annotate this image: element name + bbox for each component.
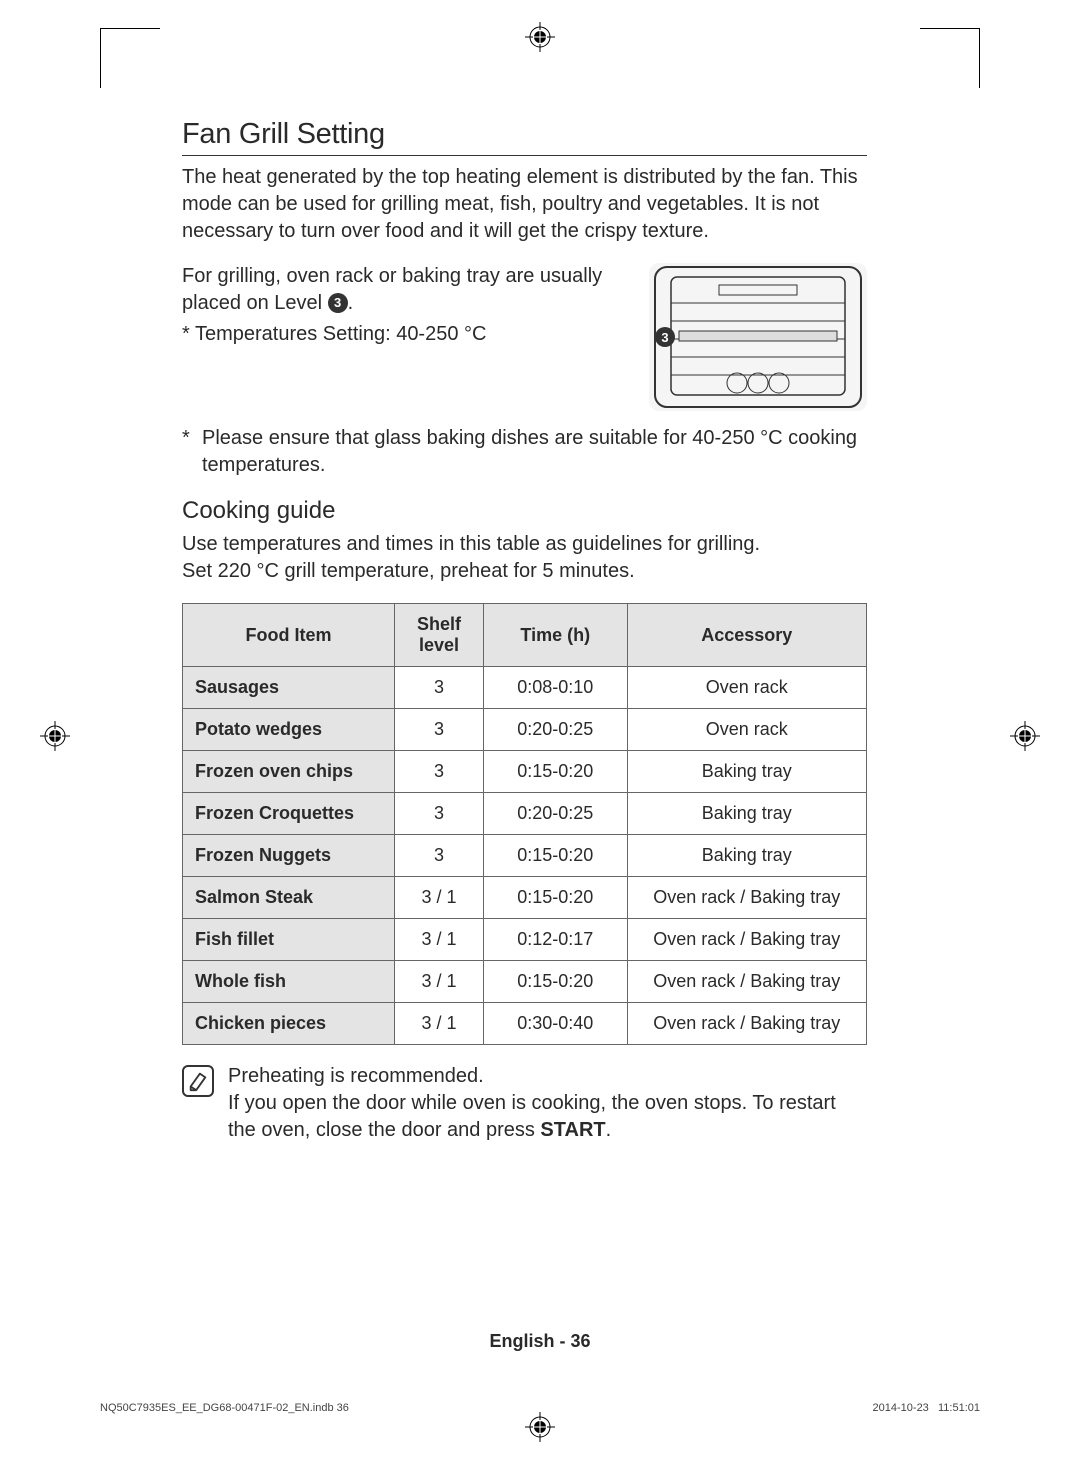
- data-cell: 3 / 1: [395, 1003, 484, 1045]
- table-head-row: Food ItemShelf levelTime (h)Accessory: [183, 604, 867, 667]
- data-cell: 0:08-0:10: [483, 667, 627, 709]
- data-cell: 0:20-0:25: [483, 793, 627, 835]
- tip-line1: Preheating is recommended.: [228, 1063, 867, 1090]
- data-cell: 0:15-0:20: [483, 877, 627, 919]
- temp-note: * Temperatures Setting: 40-250 °C: [182, 321, 625, 348]
- table-row: Fish fillet3 / 10:12-0:17Oven rack / Bak…: [183, 919, 867, 961]
- table-header: Shelf level: [395, 604, 484, 667]
- cooking-guide-text2: Set 220 °C grill temperature, preheat fo…: [182, 558, 867, 585]
- glass-note-text: Please ensure that glass baking dishes a…: [202, 425, 867, 479]
- intro-text: The heat generated by the top heating el…: [182, 164, 867, 245]
- table-body: Sausages30:08-0:10Oven rackPotato wedges…: [183, 667, 867, 1045]
- food-cell: Frozen oven chips: [183, 751, 395, 793]
- data-cell: Oven rack: [627, 709, 866, 751]
- food-cell: Potato wedges: [183, 709, 395, 751]
- table-row: Sausages30:08-0:10Oven rack: [183, 667, 867, 709]
- table-header: Accessory: [627, 604, 866, 667]
- placement-tail: .: [348, 292, 354, 314]
- table-row: Frozen Nuggets30:15-0:20Baking tray: [183, 835, 867, 877]
- data-cell: 3 / 1: [395, 961, 484, 1003]
- reg-mark-left: [40, 721, 70, 751]
- crop-line-tl: [100, 28, 160, 88]
- data-cell: 3: [395, 751, 484, 793]
- food-cell: Frozen Croquettes: [183, 793, 395, 835]
- crop-mark-top: [525, 22, 555, 52]
- cooking-table: Food ItemShelf levelTime (h)Accessory Sa…: [182, 603, 867, 1045]
- data-cell: Oven rack / Baking tray: [627, 877, 866, 919]
- section-title: Fan Grill Setting: [182, 118, 867, 156]
- table-header: Time (h): [483, 604, 627, 667]
- data-cell: Oven rack / Baking tray: [627, 1003, 866, 1045]
- footer-datetime: 2014-10-23 11:51:01: [873, 1402, 980, 1414]
- data-cell: Baking tray: [627, 835, 866, 877]
- data-cell: 3 / 1: [395, 877, 484, 919]
- food-cell: Frozen Nuggets: [183, 835, 395, 877]
- placement-lead: For grilling, oven rack or baking tray a…: [182, 265, 602, 314]
- asterisk: *: [182, 425, 202, 479]
- data-cell: 3 / 1: [395, 919, 484, 961]
- note-icon: [182, 1065, 214, 1097]
- data-cell: Oven rack / Baking tray: [627, 919, 866, 961]
- table-row: Frozen Croquettes30:20-0:25Baking tray: [183, 793, 867, 835]
- data-cell: Oven rack: [627, 667, 866, 709]
- placement-row: For grilling, oven rack or baking tray a…: [182, 263, 867, 411]
- table-row: Frozen oven chips30:15-0:20Baking tray: [183, 751, 867, 793]
- food-cell: Whole fish: [183, 961, 395, 1003]
- tip-text: Preheating is recommended. If you open t…: [228, 1063, 867, 1144]
- data-cell: 0:15-0:20: [483, 961, 627, 1003]
- data-cell: 0:15-0:20: [483, 751, 627, 793]
- food-cell: Salmon Steak: [183, 877, 395, 919]
- data-cell: 3: [395, 667, 484, 709]
- data-cell: 0:30-0:40: [483, 1003, 627, 1045]
- data-cell: 3: [395, 835, 484, 877]
- page-number: English - 36: [0, 1331, 1080, 1352]
- tip-line2: If you open the door while oven is cooki…: [228, 1090, 867, 1144]
- data-cell: Baking tray: [627, 793, 866, 835]
- data-cell: 0:12-0:17: [483, 919, 627, 961]
- data-cell: 3: [395, 793, 484, 835]
- food-cell: Chicken pieces: [183, 1003, 395, 1045]
- data-cell: 0:20-0:25: [483, 709, 627, 751]
- table-row: Potato wedges30:20-0:25Oven rack: [183, 709, 867, 751]
- diagram-level-badge: 3: [655, 327, 675, 347]
- oven-diagram: 3: [649, 263, 867, 411]
- crop-line-tr: [920, 28, 980, 88]
- food-cell: Sausages: [183, 667, 395, 709]
- cooking-guide-text1: Use temperatures and times in this table…: [182, 531, 867, 558]
- footer-file: NQ50C7935ES_EE_DG68-00471F-02_EN.indb 36: [100, 1402, 349, 1414]
- food-cell: Fish fillet: [183, 919, 395, 961]
- data-cell: Baking tray: [627, 751, 866, 793]
- table-row: Whole fish3 / 10:15-0:20Oven rack / Baki…: [183, 961, 867, 1003]
- placement-text: For grilling, oven rack or baking tray a…: [182, 263, 625, 348]
- table-row: Salmon Steak3 / 10:15-0:20Oven rack / Ba…: [183, 877, 867, 919]
- tip-block: Preheating is recommended. If you open t…: [182, 1063, 867, 1144]
- cooking-guide-title: Cooking guide: [182, 497, 867, 525]
- table-header: Food Item: [183, 604, 395, 667]
- glass-note: * Please ensure that glass baking dishes…: [182, 425, 867, 479]
- data-cell: 3: [395, 709, 484, 751]
- data-cell: 0:15-0:20: [483, 835, 627, 877]
- data-cell: Oven rack / Baking tray: [627, 961, 866, 1003]
- table-row: Chicken pieces3 / 10:30-0:40Oven rack / …: [183, 1003, 867, 1045]
- page-content: Fan Grill Setting The heat generated by …: [182, 118, 867, 1144]
- reg-mark-right: [1010, 721, 1040, 751]
- crop-mark-bottom: [525, 1412, 555, 1442]
- level-badge-inline: 3: [328, 293, 348, 313]
